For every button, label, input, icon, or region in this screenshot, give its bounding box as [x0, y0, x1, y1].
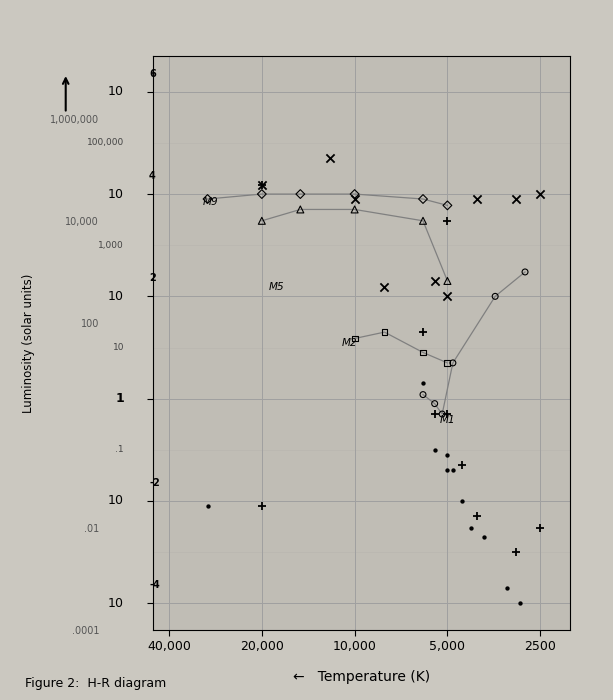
Point [516, 598, 525, 609]
Text: 1,000,000: 1,000,000 [50, 115, 99, 125]
Point [443, 275, 452, 286]
Point [511, 547, 520, 558]
Point [349, 193, 359, 204]
Text: M2: M2 [342, 339, 357, 349]
Point [379, 326, 389, 337]
Point [490, 290, 500, 302]
Text: .01: .01 [84, 524, 99, 534]
Point [349, 204, 359, 215]
Point [430, 444, 440, 456]
Point [418, 193, 428, 204]
Text: 10,000: 10,000 [66, 217, 99, 228]
Point [443, 449, 452, 461]
Point [448, 357, 458, 368]
Point [443, 215, 452, 226]
Text: 1: 1 [115, 392, 124, 405]
Point [443, 357, 452, 368]
Point [203, 500, 213, 512]
Point [257, 215, 267, 226]
Point [349, 188, 359, 199]
Text: Luminosity (solar units): Luminosity (solar units) [21, 273, 35, 413]
Point [535, 522, 545, 533]
Text: -2: -2 [149, 478, 160, 488]
Point [430, 398, 440, 409]
Point [203, 193, 213, 204]
Point [418, 215, 428, 226]
Text: .0001: .0001 [72, 626, 99, 636]
Text: 100,000: 100,000 [87, 139, 124, 148]
Point [443, 409, 452, 420]
Point [257, 179, 267, 190]
Point [418, 326, 428, 337]
Point [379, 281, 389, 293]
Point [418, 347, 428, 358]
Text: 2: 2 [149, 274, 156, 284]
Point [418, 378, 428, 389]
Point [437, 409, 447, 420]
Point [443, 465, 452, 476]
Point [295, 188, 305, 199]
Text: 4: 4 [149, 172, 156, 181]
Point [448, 465, 458, 476]
Text: 6: 6 [149, 69, 156, 79]
Point [479, 531, 489, 542]
Text: $10$: $10$ [107, 290, 124, 303]
Point [473, 511, 482, 522]
Text: M5: M5 [268, 282, 284, 293]
Point [257, 500, 267, 512]
Point [520, 266, 530, 277]
Point [430, 409, 440, 420]
Text: 100: 100 [81, 319, 99, 330]
Point [511, 193, 520, 204]
Text: .1: .1 [115, 445, 124, 454]
Point [326, 153, 335, 164]
Text: 10: 10 [113, 343, 124, 352]
Point [457, 496, 466, 507]
Point [349, 333, 359, 344]
Text: Figure 2:  H-R diagram: Figure 2: H-R diagram [25, 676, 166, 690]
Point [443, 290, 452, 302]
Point [257, 188, 267, 199]
Text: $10$: $10$ [107, 494, 124, 508]
Text: $10$: $10$ [107, 85, 124, 98]
Point [443, 199, 452, 211]
Point [295, 204, 305, 215]
Point [430, 275, 440, 286]
Text: M1: M1 [440, 415, 455, 425]
Point [457, 460, 466, 471]
Point [473, 193, 482, 204]
Point [257, 179, 267, 190]
Text: $10$: $10$ [107, 597, 124, 610]
Text: ←   Temperature (K): ← Temperature (K) [293, 670, 430, 684]
Point [466, 522, 476, 533]
Text: $10$: $10$ [107, 188, 124, 201]
Point [502, 582, 512, 594]
Point [535, 188, 545, 199]
Text: M9: M9 [203, 197, 219, 207]
Point [418, 389, 428, 400]
Text: 1,000: 1,000 [98, 241, 124, 250]
Text: -4: -4 [149, 580, 160, 590]
